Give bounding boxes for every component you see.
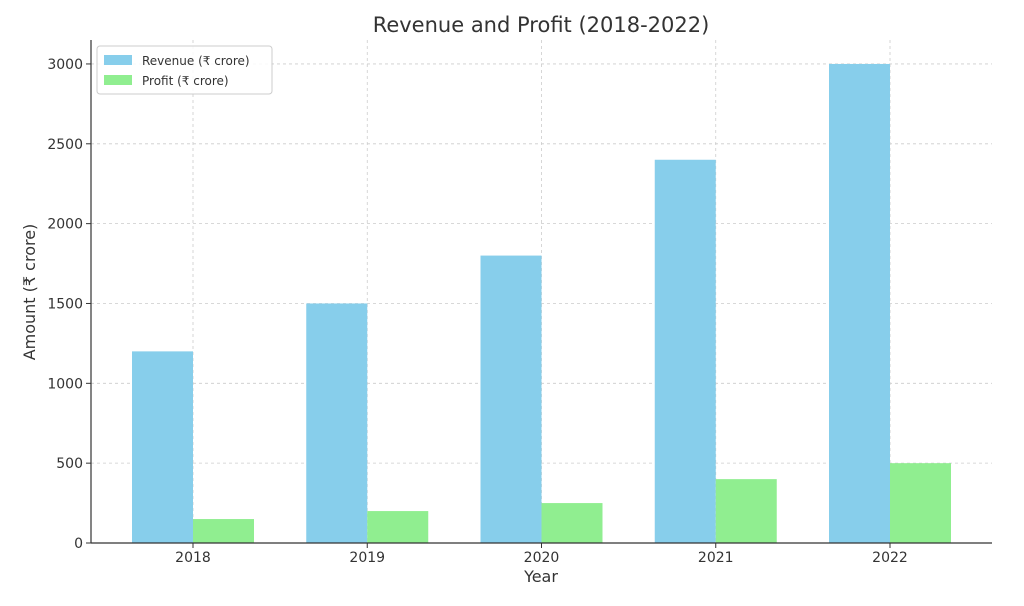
x-tick-label: 2019	[349, 550, 385, 566]
revenue-bar-2021	[654, 159, 716, 543]
profit-bar-2022	[890, 463, 951, 543]
y-tick-label: 1000	[47, 376, 83, 392]
y-tick-label: 500	[56, 456, 83, 472]
x-axis-label: Year	[523, 567, 558, 586]
legend-label: Profit (₹ crore)	[142, 74, 229, 88]
legend-label: Revenue (₹ crore)	[142, 54, 250, 68]
profit-bar-2019	[367, 511, 429, 543]
axes: 0 500 1000 1500 2000 2500 3000 2018 2019 2020 2021…	[47, 40, 992, 566]
x-tick-label: 2020	[524, 550, 560, 566]
revenue-bar-2018	[132, 351, 193, 543]
y-tick-label: 1500	[47, 296, 83, 312]
x-tick-label: 2022	[872, 550, 908, 566]
x-tick-label: 2021	[698, 550, 734, 566]
profit-bar-2018	[193, 519, 254, 543]
legend-swatch	[104, 75, 132, 85]
chart-title: Revenue and Profit (2018-2022)	[373, 13, 710, 37]
y-axis-label: Amount (₹ crore)	[20, 224, 39, 361]
y-tick-label: 2500	[47, 137, 83, 153]
legend-box	[96, 45, 273, 95]
y-tick-label: 2000	[47, 217, 83, 233]
y-tick-label: 3000	[47, 57, 83, 73]
revenue-bar-2019	[306, 303, 368, 543]
revenue-bar-2020	[480, 255, 542, 544]
y-tick-label: 0	[74, 536, 83, 552]
profit-bar-2021	[715, 479, 777, 543]
profit-bar-2020	[541, 503, 603, 543]
legend-swatch	[104, 55, 132, 65]
revenue-bar-2022	[829, 63, 890, 543]
legend: Revenue (₹ crore) Profit (₹ crore)	[96, 45, 273, 95]
bars	[132, 63, 951, 544]
x-tick-label: 2018	[175, 550, 211, 566]
